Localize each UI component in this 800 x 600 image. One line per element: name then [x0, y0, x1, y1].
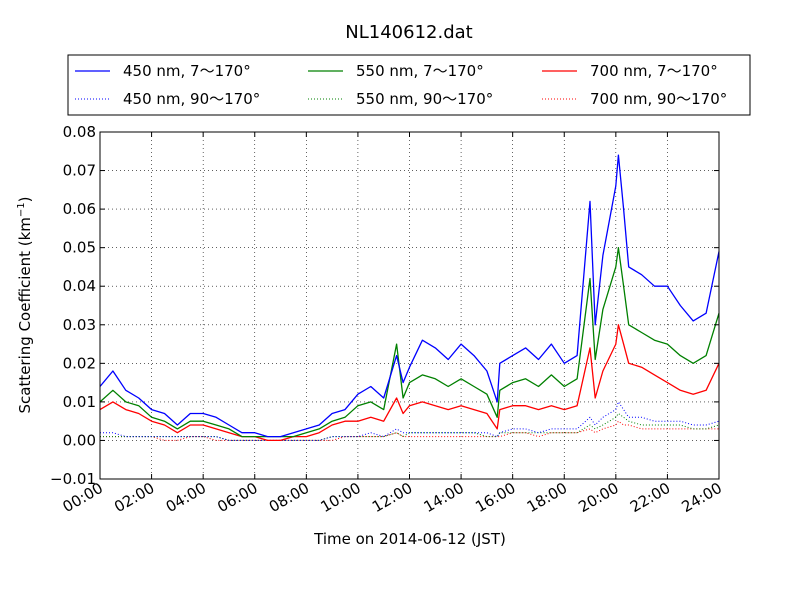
x-tick-label: 22:00 [627, 479, 673, 516]
legend-label: 450 nm, 7～170° [123, 62, 251, 80]
y-axis-label-main: Scattering Coefficient (km [16, 217, 34, 413]
y-tick-label: 0.04 [63, 277, 96, 295]
y-tick-label: 0.01 [63, 393, 96, 411]
series-line-4 [99, 324, 720, 442]
legend-label: 550 nm, 7～170° [356, 62, 484, 80]
x-tick-label: 24:00 [679, 479, 725, 516]
x-tick-label: 06:00 [214, 479, 260, 516]
x-tick-label: 18:00 [524, 479, 570, 516]
y-tick-label: −0.01 [50, 470, 96, 488]
series-lines [99, 154, 720, 442]
y-tick-label: 0.06 [63, 200, 96, 218]
series-line-3 [100, 413, 720, 441]
x-tick-label: 08:00 [266, 479, 312, 516]
legend-label: 700 nm, 7～170° [590, 62, 718, 80]
legend: 450 nm, 7～170° 550 nm, 7～170° 700 nm, 7～17… [67, 54, 751, 116]
y-tick-label: 0.05 [63, 239, 96, 257]
x-tick-label: 14:00 [421, 479, 467, 516]
y-axis-label-close: ) [16, 196, 34, 202]
x-axis-label: Time on 2014-06-12 (JST) [313, 530, 506, 548]
x-tick-label: 10:00 [317, 479, 363, 516]
y-axis-label-exponent: −1 [16, 202, 27, 217]
legend-box [67, 54, 751, 116]
x-axis: 00:00 02:00 04:00 06:00 08:00 10:00 12:00 14:00… [60, 132, 725, 516]
y-tick-label: 0.00 [63, 431, 96, 449]
y-tick-label: 0.08 [63, 123, 96, 141]
x-tick-label: 16:00 [472, 479, 518, 516]
x-tick-label: 04:00 [163, 479, 209, 516]
y-tick-label: 0.03 [63, 316, 96, 334]
chart-title: NL140612.dat [345, 22, 472, 43]
y-tick-label: 0.07 [63, 162, 96, 180]
y-axis: −0.01 0.00 0.01 0.02 0.03 0.04 0.05 0.06 0.07 0.0… [50, 123, 719, 488]
y-tick-label: 0.02 [63, 354, 96, 372]
legend-label: 700 nm, 90～170° [590, 90, 727, 108]
x-tick-label: 20:00 [575, 479, 621, 516]
series-line-2 [99, 247, 720, 438]
y-axis-label: Scattering Coefficient (km−1) [16, 196, 34, 413]
x-tick-label: 12:00 [369, 479, 415, 516]
series-line-0 [99, 154, 720, 438]
series-line-1 [100, 401, 720, 441]
x-tick-label: 02:00 [111, 479, 157, 516]
legend-label: 550 nm, 90～170° [356, 90, 493, 108]
legend-label: 450 nm, 90～170° [123, 90, 260, 108]
